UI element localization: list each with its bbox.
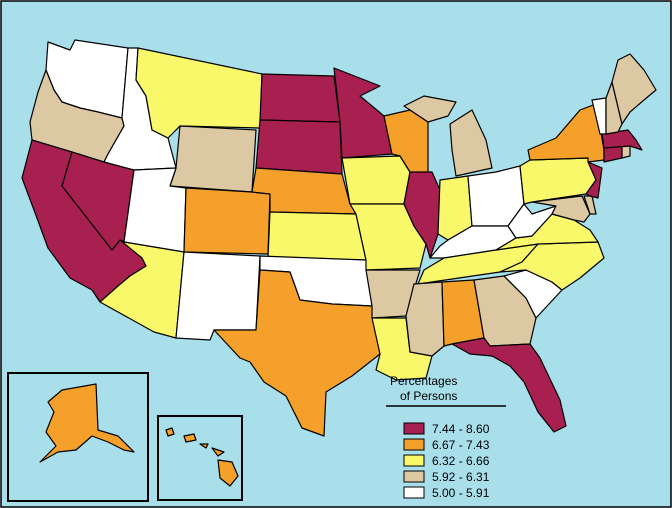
legend-swatch-1 <box>403 438 425 451</box>
state-FL <box>451 337 567 433</box>
state-ME <box>611 53 657 125</box>
state-MI <box>403 95 493 177</box>
legend-title-line2: of Persons <box>400 389 457 403</box>
alaska-inset-frame <box>7 372 149 502</box>
legend-title-line1: Percentages <box>390 374 457 388</box>
state-WY <box>169 125 257 193</box>
state-TX <box>213 269 381 437</box>
legend-swatch-3 <box>403 470 425 483</box>
legend-swatch-4 <box>403 486 425 499</box>
legend-label-2: 6.32 - 6.66 <box>432 454 490 468</box>
state-MD <box>531 195 591 223</box>
state-HI <box>165 427 239 487</box>
legend-swatch-2 <box>403 454 425 467</box>
state-RI <box>621 145 631 159</box>
state-ND <box>259 73 341 123</box>
state-CO <box>183 187 271 255</box>
legend-label-1: 6.67 - 7.43 <box>432 438 490 452</box>
state-AK <box>39 383 135 463</box>
legend-label-3: 5.92 - 6.31 <box>432 470 490 484</box>
legend-label-0: 7.44 - 8.60 <box>432 422 490 436</box>
state-NH <box>605 81 623 135</box>
state-NC <box>499 241 605 291</box>
state-MA <box>601 129 643 151</box>
legend-swatch-0 <box>403 422 425 435</box>
state-KS <box>267 211 367 261</box>
legend-label-4: 5.00 - 5.91 <box>432 486 490 500</box>
state-SD <box>255 119 343 175</box>
state-MS <box>405 281 445 357</box>
state-NM <box>175 251 261 341</box>
state-IA <box>341 155 411 205</box>
hawaii-inset-frame <box>157 415 243 501</box>
state-NJ <box>585 161 603 199</box>
legend: Percentages of Persons 7.44 - 8.60 6.67 -… <box>386 374 506 500</box>
